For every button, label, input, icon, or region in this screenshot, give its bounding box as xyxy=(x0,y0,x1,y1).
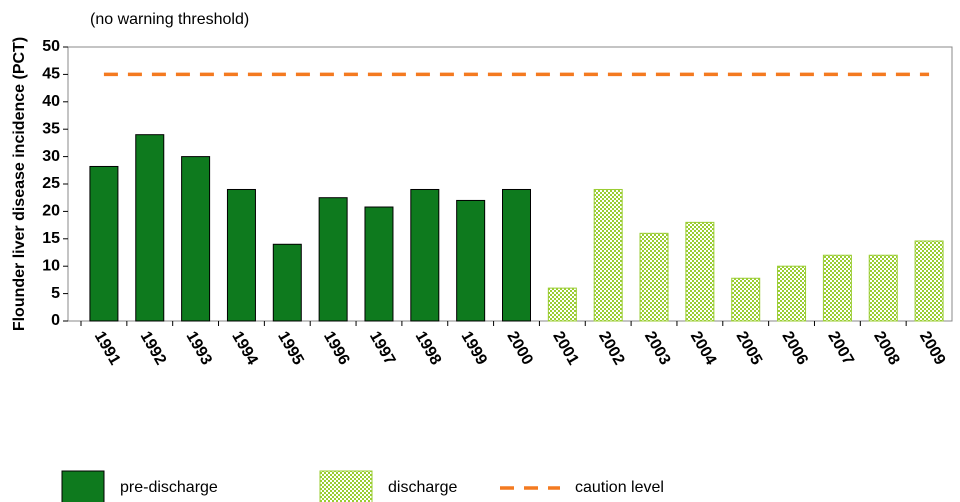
x-tick-label: 2002 xyxy=(595,329,628,368)
bar xyxy=(639,232,669,322)
x-tick-label: 1993 xyxy=(182,329,215,368)
bar xyxy=(456,199,486,322)
bar xyxy=(547,287,577,322)
bar xyxy=(822,254,852,322)
bar xyxy=(89,165,119,322)
x-tick-label: 2004 xyxy=(687,329,720,368)
x-tick-label: 2001 xyxy=(549,329,582,368)
bar xyxy=(914,240,944,322)
legend-swatch xyxy=(319,470,373,502)
y-axis-title: Flounder liver disease incidence (PCT) xyxy=(11,37,28,331)
annotation: (no warning threshold) xyxy=(90,11,249,28)
y-tick-label: 50 xyxy=(42,38,60,55)
bar xyxy=(135,134,165,322)
bar xyxy=(593,188,623,322)
x-tick-label: 1994 xyxy=(228,329,261,368)
bar xyxy=(364,206,394,322)
y-tick-label: 10 xyxy=(42,257,60,274)
y-tick-label: 30 xyxy=(42,148,60,165)
x-tick-label: 1991 xyxy=(91,329,124,368)
x-tick-label: 2000 xyxy=(503,329,536,368)
legend-label: pre-discharge xyxy=(120,479,218,496)
x-tick-label: 1997 xyxy=(366,329,399,368)
y-tick-label: 15 xyxy=(42,230,60,247)
x-tick-label: 2003 xyxy=(641,329,674,368)
bar xyxy=(685,221,715,322)
x-tick-label: 2006 xyxy=(778,329,811,368)
y-tick-label: 35 xyxy=(42,120,60,137)
y-tick-label: 45 xyxy=(42,66,60,83)
bar xyxy=(318,197,348,322)
x-tick-label: 2007 xyxy=(824,329,857,368)
bar xyxy=(181,156,211,322)
legend-swatch xyxy=(61,470,105,502)
x-tick-label: 1999 xyxy=(458,329,491,368)
bar xyxy=(777,265,807,322)
y-tick-label: 25 xyxy=(42,175,60,192)
y-tick-label: 40 xyxy=(42,93,60,110)
legend-label: discharge xyxy=(388,479,457,496)
x-tick-label: 1996 xyxy=(320,329,353,368)
y-tick-label: 20 xyxy=(42,203,60,220)
legend-label: caution level xyxy=(575,479,664,496)
bar xyxy=(226,188,256,322)
x-tick-label: 1992 xyxy=(137,329,170,368)
y-tick-label: 0 xyxy=(51,312,60,329)
x-tick-label: 2008 xyxy=(870,329,903,368)
bar xyxy=(272,243,302,322)
x-tick-label: 1998 xyxy=(412,329,445,368)
bar xyxy=(731,277,761,322)
bar xyxy=(868,254,898,322)
bar xyxy=(502,188,531,322)
x-tick-label: 1995 xyxy=(274,329,307,368)
y-tick-label: 5 xyxy=(51,285,60,302)
bar xyxy=(410,188,440,322)
x-tick-label: 2005 xyxy=(733,329,766,368)
x-tick-label: 2009 xyxy=(916,329,949,368)
